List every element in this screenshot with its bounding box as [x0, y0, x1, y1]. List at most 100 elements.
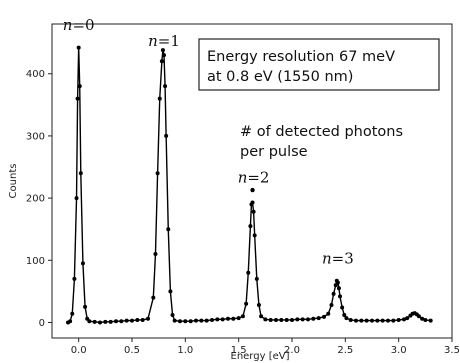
- data-point: [87, 319, 92, 324]
- data-point: [322, 314, 326, 319]
- data-point: [166, 227, 171, 232]
- data-point: [220, 317, 225, 322]
- data-point: [274, 317, 278, 322]
- data-point: [70, 311, 75, 316]
- data-point: [420, 316, 425, 321]
- data-point: [204, 318, 209, 323]
- data-point: [326, 311, 331, 316]
- data-point: [108, 319, 113, 324]
- data-point: [248, 224, 253, 229]
- resolution-line-2: at 0.8 eV (1550 nm): [207, 69, 353, 85]
- data-point: [215, 317, 220, 322]
- data-point: [300, 317, 305, 322]
- data-point: [428, 318, 433, 323]
- data-point: [342, 312, 347, 317]
- data-point: [329, 303, 334, 308]
- data-point: [151, 295, 156, 300]
- data-point: [92, 319, 97, 324]
- x-tick-label: 3.0: [391, 345, 407, 356]
- data-point: [210, 317, 214, 322]
- x-tick-label: 2.5: [337, 345, 353, 356]
- data-point: [316, 316, 321, 321]
- data-point: [386, 318, 390, 323]
- data-point: [183, 319, 188, 324]
- y-tick-label: 300: [26, 131, 45, 142]
- data-point: [163, 84, 168, 89]
- x-tick-label: 3.5: [444, 345, 460, 356]
- data-point: [251, 209, 256, 214]
- x-tick-label: 2.0: [284, 345, 300, 356]
- data-point: [78, 171, 83, 176]
- data-point: [405, 316, 410, 321]
- data-point: [375, 318, 380, 323]
- data-point: [259, 314, 264, 319]
- series-points-layer: [66, 45, 433, 325]
- note-line-2: per pulse: [240, 144, 308, 160]
- data-point: [159, 59, 164, 64]
- data-point: [340, 305, 345, 310]
- data-point: [68, 319, 73, 324]
- data-point: [252, 233, 257, 238]
- data-point: [157, 96, 162, 101]
- ticks-layer: 0.0 0.5 1.0 1.5 2.0 2.5 3.0 3.5 0 100 200 300 400: [26, 69, 460, 356]
- x-tick-label: 1.5: [231, 345, 247, 356]
- data-point: [364, 318, 369, 323]
- data-point: [256, 303, 261, 308]
- data-point: [240, 314, 245, 319]
- data-point: [250, 200, 255, 205]
- data-point: [370, 318, 374, 323]
- data-point: [119, 319, 124, 324]
- peak-label: n=1: [148, 32, 180, 50]
- data-point: [336, 286, 341, 291]
- y-tick-label: 200: [26, 194, 45, 205]
- data-point: [130, 318, 134, 323]
- data-point: [402, 317, 406, 322]
- data-point: [268, 317, 273, 322]
- data-point: [153, 252, 158, 257]
- data-point: [306, 317, 310, 322]
- data-point: [246, 270, 251, 275]
- x-tick-label: 0.0: [71, 345, 87, 356]
- data-point: [162, 53, 166, 58]
- data-point: [380, 318, 385, 323]
- x-tick-label: 0.5: [124, 345, 140, 356]
- data-point: [284, 317, 289, 322]
- data-point: [172, 318, 177, 323]
- data-point: [423, 317, 428, 322]
- data-point: [178, 319, 182, 324]
- y-axis-label: Counts: [8, 164, 19, 199]
- data-point: [160, 48, 165, 53]
- data-point: [226, 316, 230, 321]
- data-point: [331, 291, 336, 296]
- x-tick-label: 1.0: [177, 345, 193, 356]
- data-point: [396, 317, 401, 322]
- peak-label: n=3: [322, 249, 354, 267]
- data-point: [74, 196, 79, 201]
- data-point: [311, 316, 316, 321]
- data-point: [263, 317, 268, 322]
- data-point: [146, 316, 150, 321]
- data-point: [295, 317, 300, 322]
- outlier-point: [250, 187, 255, 193]
- peak-labels: n=0 n=1 n=2 n=3: [63, 16, 354, 267]
- data-point: [344, 316, 349, 321]
- data-point: [290, 317, 294, 322]
- data-point: [188, 319, 193, 324]
- data-point: [103, 319, 108, 324]
- data-point: [335, 280, 340, 285]
- data-point: [231, 316, 236, 321]
- data-point: [155, 171, 160, 176]
- data-point: [98, 320, 102, 325]
- data-point: [279, 317, 284, 322]
- data-point: [83, 304, 88, 309]
- data-point: [391, 318, 396, 323]
- data-point: [254, 276, 259, 281]
- data-point: [164, 133, 169, 138]
- note-line-1: # of detected photons: [240, 124, 403, 140]
- resolution-box: [198, 38, 440, 91]
- data-point: [354, 318, 358, 323]
- peak-label: n=2: [238, 169, 270, 187]
- data-point: [199, 318, 204, 323]
- data-point: [416, 314, 421, 319]
